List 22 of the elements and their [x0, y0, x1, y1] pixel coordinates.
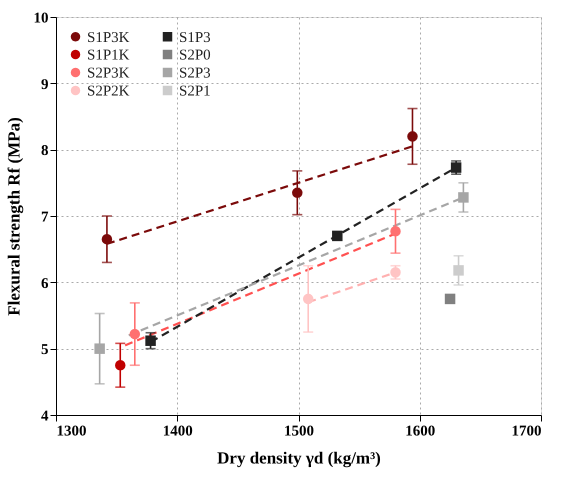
y-tick-label: 4	[41, 408, 49, 424]
x-tick-label: 1700	[512, 424, 542, 440]
legend-label: S1P3K	[87, 30, 130, 46]
y-axis-title: Flexural strength Rf (MPa)	[4, 117, 24, 316]
legend-label: S2P3K	[87, 66, 130, 82]
y-tick-label: 10	[34, 10, 48, 26]
x-axis-title: Dry density γd (kg/m³)	[217, 448, 381, 468]
legend-label: S2P2K	[87, 84, 130, 100]
legend-label: S2P0	[179, 48, 211, 64]
y-tick-label: 9	[41, 76, 48, 93]
x-tick-label: 1500	[284, 424, 314, 440]
y-tick-label: 5	[41, 342, 48, 358]
x-tick-label: 1300	[56, 424, 86, 440]
legend-label: S2P3	[179, 66, 211, 82]
y-tick-label: 6	[41, 276, 49, 292]
y-tick-label: 7	[41, 210, 49, 226]
x-tick-label: 1600	[405, 424, 436, 440]
legend-label: S1P3	[179, 30, 211, 46]
x-tick-label: 1400	[162, 424, 193, 440]
legend-label: S2P1	[179, 84, 211, 100]
y-tick-label: 8	[41, 143, 48, 160]
legend-label: S1P1K	[87, 48, 130, 64]
